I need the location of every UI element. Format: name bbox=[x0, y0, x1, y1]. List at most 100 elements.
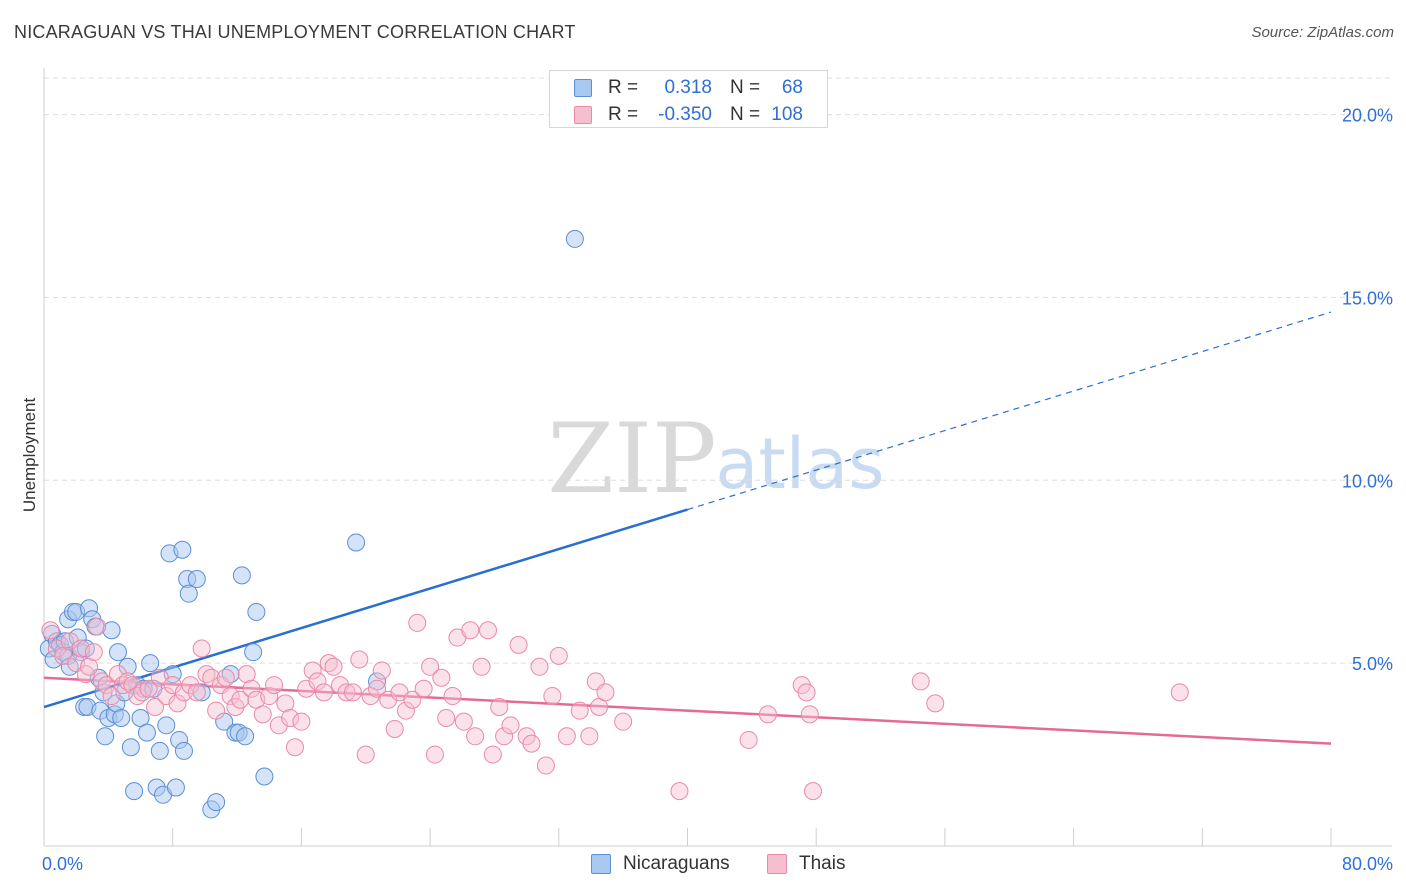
thai-point bbox=[281, 709, 300, 727]
thai-point bbox=[60, 632, 79, 651]
nicaraguan-point bbox=[173, 540, 192, 559]
thai-point bbox=[181, 676, 200, 695]
chart-title: NICARAGUAN VS THAI UNEMPLOYMENT CORRELAT… bbox=[14, 22, 576, 42]
y-tick-label: 10.0% bbox=[1342, 471, 1393, 491]
watermark-atlas: atlas bbox=[715, 423, 884, 505]
thai-point bbox=[421, 657, 440, 676]
thais-trend-line bbox=[43, 676, 1332, 745]
nicaraguans-trend-line bbox=[43, 508, 688, 709]
thai-point bbox=[260, 687, 279, 706]
thai-point bbox=[157, 687, 176, 706]
nicaraguan-point bbox=[207, 793, 226, 812]
thai-point bbox=[403, 690, 422, 709]
legend-swatch-pink bbox=[574, 106, 592, 124]
thai-point bbox=[926, 694, 945, 713]
nicaraguan-point bbox=[192, 683, 211, 702]
thai-point bbox=[202, 668, 221, 687]
tick-labels: 5.0% 10.0% 15.0% 20.0% 0.0% 80.0% bbox=[42, 106, 1393, 874]
thai-point bbox=[461, 621, 480, 640]
legend-row-thais: R = -0.350 N = 108 bbox=[550, 101, 827, 127]
legend-r-label: R = bbox=[608, 104, 639, 125]
thai-point bbox=[483, 745, 502, 764]
x-tick-label: 80.0% bbox=[1342, 854, 1393, 874]
thai-point bbox=[580, 727, 599, 746]
thai-point bbox=[414, 679, 433, 698]
thai-point bbox=[739, 730, 758, 749]
thai-point bbox=[128, 687, 147, 706]
thai-point bbox=[139, 679, 158, 698]
thai-point bbox=[242, 679, 261, 698]
trend-lines bbox=[43, 311, 1332, 745]
nicaraguan-point bbox=[236, 727, 255, 746]
legend-n-value: 108 bbox=[771, 104, 803, 125]
thai-point bbox=[495, 727, 514, 746]
thai-point bbox=[337, 683, 356, 702]
thai-point bbox=[84, 643, 103, 662]
thai-point bbox=[466, 727, 485, 746]
axes bbox=[43, 68, 1392, 847]
thai-point bbox=[570, 701, 589, 720]
legend-n-label: N = bbox=[730, 104, 761, 125]
x-tick-label: 0.0% bbox=[42, 854, 83, 874]
thai-point bbox=[509, 635, 528, 654]
thai-point bbox=[800, 705, 819, 724]
legend-n-value: 68 bbox=[781, 77, 803, 98]
thai-point bbox=[425, 745, 444, 764]
thai-point bbox=[174, 683, 193, 702]
nicaraguan-point bbox=[157, 716, 176, 735]
nicaraguan-point bbox=[137, 723, 156, 742]
thai-point bbox=[596, 683, 615, 702]
thai-point bbox=[197, 665, 216, 684]
thai-point bbox=[231, 690, 250, 709]
nicaraguan-point bbox=[150, 741, 169, 760]
thai-point bbox=[396, 701, 415, 720]
watermark-zip: ZIP bbox=[547, 403, 716, 515]
thai-point bbox=[549, 646, 568, 665]
thai-point bbox=[80, 657, 99, 676]
thai-point bbox=[276, 694, 295, 713]
nicaraguan-point bbox=[112, 709, 131, 727]
nicaraguan-point bbox=[125, 782, 144, 801]
nicaraguan-point bbox=[102, 621, 121, 640]
thai-point bbox=[319, 654, 338, 673]
thai-point bbox=[543, 687, 562, 706]
thai-point bbox=[237, 665, 256, 684]
legend-row-nicaraguans: R = 0.318 N = 68 bbox=[550, 74, 827, 100]
thai-point bbox=[88, 617, 107, 636]
thai-point bbox=[269, 716, 288, 735]
thai-point bbox=[297, 679, 316, 698]
thai-point bbox=[102, 687, 121, 706]
nicaraguan-point bbox=[141, 654, 160, 673]
thai-point bbox=[187, 683, 206, 702]
thai-point bbox=[113, 676, 132, 695]
bottom-legend-label: Nicaraguans bbox=[623, 853, 730, 874]
nicaraguan-point bbox=[118, 657, 137, 676]
bottom-legend-swatch-blue bbox=[591, 854, 611, 874]
legend-r-label: R = bbox=[608, 77, 639, 98]
thai-point bbox=[479, 621, 498, 640]
correlation-legend: R = 0.318 N = 68 R = -0.350 N = 108 bbox=[549, 70, 828, 128]
nicaraguan-point bbox=[255, 767, 274, 786]
thai-point bbox=[308, 672, 327, 691]
thai-point bbox=[530, 657, 549, 676]
thai-point bbox=[361, 687, 380, 706]
thai-point bbox=[265, 676, 284, 695]
thai-point bbox=[385, 719, 404, 738]
legend-n-label: N = bbox=[730, 77, 761, 98]
nicaraguan-point bbox=[565, 229, 584, 248]
thai-point bbox=[163, 676, 182, 695]
y-tick-label: 5.0% bbox=[1352, 654, 1393, 674]
thai-point bbox=[408, 613, 427, 632]
thai-point bbox=[314, 683, 333, 702]
thai-point bbox=[118, 672, 137, 691]
thai-point bbox=[303, 661, 322, 680]
thai-point bbox=[368, 679, 387, 698]
thai-point bbox=[97, 676, 116, 695]
thai-point bbox=[501, 716, 520, 735]
bottom-legend-label: Thais bbox=[799, 853, 846, 874]
legend-r-value: 0.318 bbox=[664, 77, 712, 98]
thai-point bbox=[350, 650, 369, 669]
nicaraguan-point bbox=[187, 570, 206, 589]
legend-swatch-blue bbox=[574, 79, 592, 97]
